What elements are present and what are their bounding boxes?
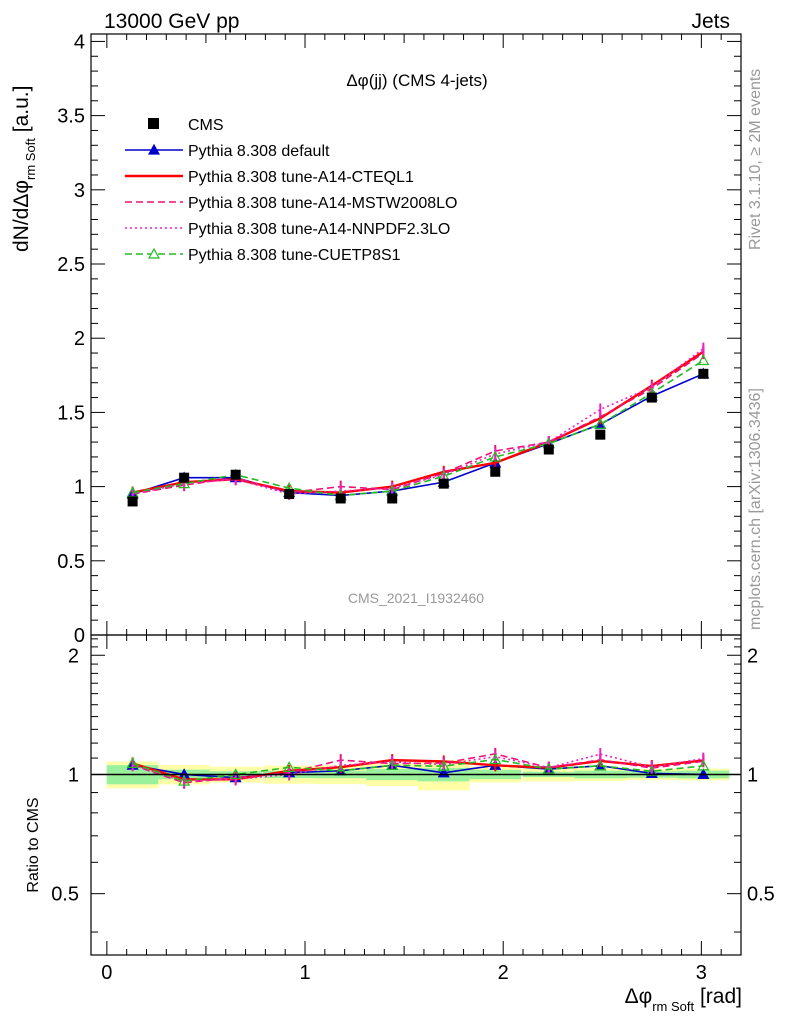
data-point [284,489,295,500]
y-tick-label: 0 [74,625,85,647]
legend: CMS Pythia 8.308 default Pythia 8.308 tune… [125,117,457,264]
ratio-tick-label-right: 2 [747,645,758,667]
x-axis-title: Δφrm Soft [rad] [625,985,742,1014]
y-axis-title: dN/dΔφrm Soft [a.u.] [10,86,38,252]
y-tick-label: 4 [74,31,85,53]
data-point [127,496,138,507]
series-line [132,347,704,495]
data-point [387,493,398,504]
ratio-y-axis-title: Ratio to CMS [25,797,42,892]
data-point [335,493,346,504]
ratio-series-line [132,764,704,779]
ratio-series-marker [645,765,658,776]
ratio-tick-label-right: 1 [747,764,758,786]
ratio-series-marker [126,757,139,768]
mc-series-lines [126,342,710,789]
ratio-series-marker [437,759,450,771]
series-line [132,359,704,497]
ratio-series-marker [542,762,555,774]
legend-marker [147,247,161,259]
ratio-tick-label: 1 [68,764,79,786]
energy-label: 13000 GeV pp [104,10,239,33]
x-tick-label: 1 [299,962,310,984]
series-marker [489,450,502,462]
ratio-series-marker [386,759,399,770]
series-line [132,352,704,495]
series-marker [178,477,191,489]
data-point [230,469,241,480]
y-tick-label: 1 [74,477,85,499]
y-tick-label: 2.5 [57,254,85,276]
legend-marker-cms [148,118,159,129]
data-point [698,368,709,379]
x-tick-label: 2 [498,962,509,984]
y-tick-label: 1.5 [57,402,85,424]
ratio-series-line [132,758,704,782]
data-points [127,368,709,507]
series-line [132,373,704,497]
legend-label: Pythia 8.308 tune-A14-NNPDF2.3LO [188,221,450,238]
y-tick-label: 2 [74,328,85,350]
ratio-tick-label: 0.5 [51,884,79,906]
ratio-series-marker [283,761,296,772]
rivet-version-label: Rivet 3.1.10, ≥ 2M events [747,69,764,250]
series-line [132,350,705,494]
ratio-series-marker [178,774,191,786]
ratio-tick-label: 2 [68,645,79,667]
legend-label: Pythia 8.308 tune-CUETP8S1 [188,247,401,264]
series-marker [697,354,710,366]
mcplots-label: mcplots.cern.ch [arXiv:1306.3436] [747,388,764,630]
data-point [595,429,606,440]
series-marker [594,418,607,429]
data-point [438,478,449,489]
ratio-series-line [132,753,704,784]
x-tick-label: 0 [101,962,112,984]
data-point [179,472,190,483]
ratio-series-marker [594,759,607,771]
axes: 0 1 2 3 0 0.5 1 1.5 2 2.5 3 3.5 4 0.5 0.5 1 1 2 2 [51,31,775,984]
ratio-series-line [132,753,704,782]
ratio-series-marker [489,753,502,765]
data-point [646,392,657,403]
legend-label: CMS [188,117,224,134]
category-label: Jets [691,10,730,33]
data-point [490,466,501,477]
legend-label: Pythia 8.308 tune-A14-MSTW2008LO [188,195,457,212]
chart-title: Δφ(jj) (CMS 4-jets) [346,71,487,90]
x-tick-label: 3 [696,962,707,984]
ratio-frame [90,634,742,956]
legend-marker [147,143,161,155]
analysis-watermark: CMS_2021_I1932460 [348,590,484,606]
legend-label: Pythia 8.308 tune-A14-CTEQL1 [188,169,414,186]
data-point [543,444,554,455]
y-tick-label: 3.5 [57,106,85,128]
ratio-series-marker [697,759,710,771]
ratio-tick-label-right: 0.5 [747,884,775,906]
legend-label: Pythia 8.308 default [188,143,330,160]
y-tick-label: 0.5 [57,551,85,573]
y-tick-label: 3 [74,180,85,202]
